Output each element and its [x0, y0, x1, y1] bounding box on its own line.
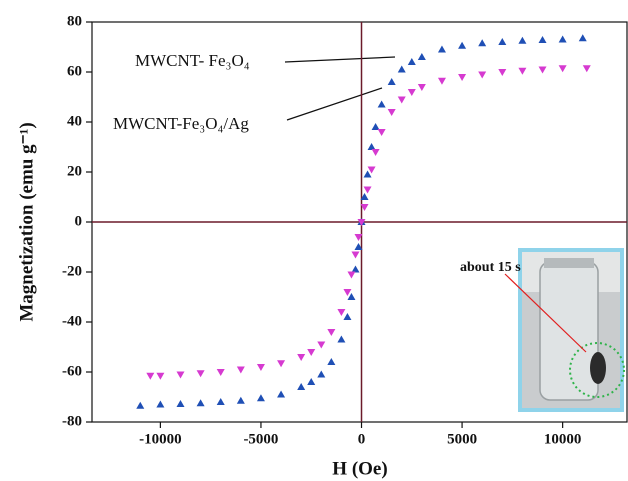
y-axis-label: Magnetization (emu g⁻¹)	[16, 122, 37, 321]
inset-photo: about 15 s	[460, 248, 625, 412]
data-point	[371, 123, 380, 130]
magnet-deposit	[590, 352, 606, 384]
data-point	[417, 53, 426, 60]
data-point	[478, 39, 487, 47]
y-tick-label: -60	[62, 363, 82, 379]
data-point	[498, 69, 507, 76]
data-point	[196, 399, 205, 407]
x-tick-label: -10000	[139, 431, 182, 447]
y-tick-label: -40	[62, 313, 82, 329]
data-point	[387, 109, 396, 116]
data-point	[437, 77, 446, 85]
data-point	[337, 335, 346, 343]
series-annotation: MWCNT- Fe₃O₄	[135, 51, 250, 70]
y-tick-label: 0	[75, 213, 83, 229]
vial	[539, 261, 599, 401]
data-point	[347, 271, 356, 279]
x-tick-label: 10000	[544, 431, 582, 447]
data-point	[136, 401, 145, 409]
data-point	[458, 41, 467, 49]
data-point	[354, 234, 363, 241]
x-tick-label: 0	[358, 431, 366, 447]
data-point	[558, 35, 567, 43]
data-point	[337, 309, 346, 316]
series-annotation: MWCNT-Fe₃O₄/Ag	[113, 114, 249, 133]
data-point	[236, 366, 245, 374]
data-point	[327, 329, 336, 336]
data-point	[377, 129, 386, 136]
data-point	[351, 265, 360, 273]
x-tick-label: 5000	[447, 431, 477, 447]
y-tick-label: -20	[62, 263, 82, 279]
data-point	[317, 341, 326, 349]
data-point	[327, 358, 336, 365]
data-point	[538, 66, 547, 74]
annotation-leader	[284, 56, 396, 63]
data-point	[458, 74, 467, 81]
y-tick-label: 40	[67, 113, 82, 129]
data-point	[277, 360, 286, 368]
data-point	[417, 84, 426, 91]
data-point	[578, 34, 587, 42]
data-point	[256, 394, 265, 402]
data-point	[397, 96, 406, 104]
inset-pointer	[504, 273, 587, 353]
data-point	[363, 170, 372, 178]
data-point	[518, 36, 527, 44]
y-tick-label: 20	[67, 163, 82, 179]
data-point	[317, 370, 326, 378]
data-point	[397, 65, 406, 73]
data-point	[256, 364, 265, 371]
data-point	[360, 204, 369, 211]
data-point	[156, 372, 165, 380]
data-point	[518, 67, 527, 75]
highlight-circle	[569, 342, 625, 398]
data-point	[307, 378, 316, 385]
annotation-leader	[286, 87, 383, 121]
data-point	[351, 251, 360, 259]
data-point	[498, 38, 507, 45]
data-point	[343, 313, 352, 320]
data-point	[196, 370, 205, 378]
data-point	[343, 289, 352, 296]
data-point	[538, 36, 547, 43]
vial-neck	[544, 258, 594, 268]
data-point	[407, 58, 416, 65]
data-point	[307, 349, 316, 356]
inset-label: about 15 s	[460, 260, 521, 275]
data-point	[363, 186, 372, 194]
data-point	[297, 383, 306, 390]
data-point	[387, 78, 396, 85]
y-tick-label: -80	[62, 413, 82, 429]
data-point	[347, 293, 356, 300]
data-point	[277, 390, 286, 398]
data-point	[216, 398, 225, 405]
data-point	[367, 143, 376, 150]
x-tick-label: -5000	[243, 431, 278, 447]
data-point	[367, 166, 376, 174]
data-point	[371, 149, 380, 156]
data-point	[377, 100, 386, 108]
data-point	[478, 71, 487, 79]
data-point	[437, 45, 446, 53]
data-point	[236, 396, 245, 404]
y-tick-label: 80	[67, 13, 82, 29]
data-point	[297, 354, 306, 361]
data-point	[176, 371, 185, 379]
data-point	[176, 400, 185, 407]
data-point	[216, 369, 225, 376]
data-point	[582, 65, 591, 73]
data-point	[146, 372, 155, 380]
data-point	[558, 65, 567, 73]
y-tick-label: 60	[67, 63, 82, 79]
data-point	[360, 193, 369, 200]
data-point	[357, 219, 366, 226]
data-point	[354, 243, 363, 250]
x-axis-label: H (Oe)	[332, 458, 387, 479]
data-point	[407, 89, 416, 96]
data-point	[156, 400, 165, 408]
